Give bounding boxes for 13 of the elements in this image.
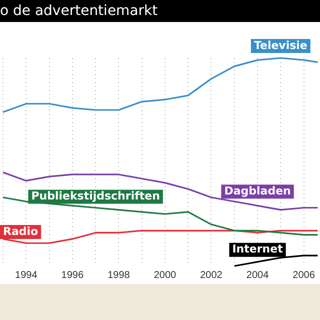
x-tick-label: 2002: [200, 270, 223, 281]
series-label: Televisie: [254, 38, 308, 52]
x-tick-label: 2006: [292, 270, 316, 281]
x-tick-label: 2000: [154, 270, 177, 281]
x-tick-label: 1998: [108, 270, 130, 281]
x-tick-label: 1996: [61, 270, 84, 281]
series-label: Radio: [3, 224, 39, 238]
series-label: Publiekstijdschriften: [31, 190, 160, 203]
x-tick-label: 1994: [15, 270, 38, 281]
series-label: Internet: [232, 242, 283, 256]
series-label: Dagbladen: [224, 184, 291, 198]
chart-title: o de advertentiemarkt: [0, 0, 320, 22]
x-tick-label: 2004: [246, 270, 270, 281]
